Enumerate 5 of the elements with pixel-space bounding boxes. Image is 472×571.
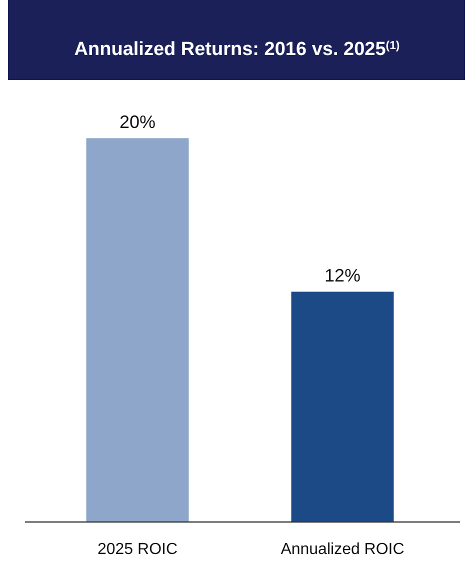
data-label: 12% [324,266,361,286]
x-tick-label: 2025 ROIC [97,541,178,558]
chart-title: Annualized Returns: 2016 vs. 2025$^{(1)}$ [74,39,400,60]
data-label: 20% [119,112,156,132]
x-tick-label: Annualized ROIC [280,541,404,558]
